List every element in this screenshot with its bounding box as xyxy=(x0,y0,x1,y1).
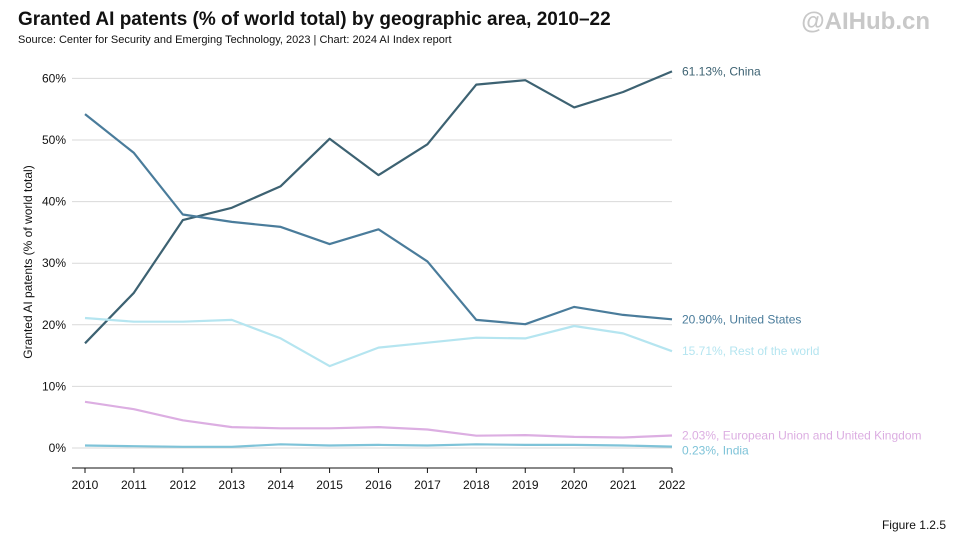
series-line-india xyxy=(84,443,673,448)
series-line-rest-of-the-world xyxy=(84,316,673,368)
x-tick-label: 2016 xyxy=(365,478,392,492)
y-axis-ticks: 0% 10% 20% 30% 40% 50% 60% xyxy=(42,71,66,455)
y-axis-label: Granted AI patents (% of world total) xyxy=(21,165,35,358)
series-line-united-states xyxy=(84,113,673,326)
x-tick-label: 2019 xyxy=(512,478,539,492)
watermark: @AIHub.cn xyxy=(801,8,930,35)
x-tick-label: 2021 xyxy=(610,478,637,492)
series-label-european-union-and-united-kingdom: 2.03%, European Union and United Kingdom xyxy=(682,428,922,442)
chart-title: Granted AI patents (% of world total) by… xyxy=(18,9,611,30)
x-tick-label: 2022 xyxy=(659,478,686,492)
x-tick-label: 2018 xyxy=(463,478,490,492)
y-tick-label: 60% xyxy=(42,71,66,85)
x-tick-label: 2017 xyxy=(414,478,441,492)
x-axis-ticks: 2010 2011 2012 2013 2014 2015 2016 2017 2018 2019… xyxy=(72,468,686,492)
y-tick-label: 50% xyxy=(42,133,66,147)
x-tick-label: 2013 xyxy=(218,478,245,492)
x-tick-label: 2010 xyxy=(72,478,99,492)
series-labels: 61.13%, China 20.90%, United States 15.71%… xyxy=(682,64,922,457)
series-label-rest-of-the-world: 15.71%, Rest of the world xyxy=(682,344,819,358)
x-tick-label: 2011 xyxy=(121,478,147,492)
chart-source: Source: Center for Security and Emerging… xyxy=(18,34,452,46)
x-tick-label: 2020 xyxy=(561,478,588,492)
series-lines xyxy=(84,70,673,448)
y-tick-label: 20% xyxy=(42,318,66,332)
series-label-united-states: 20.90%, United States xyxy=(682,312,801,326)
series-line-european-union-and-united-kingdom xyxy=(84,400,673,439)
y-tick-label: 30% xyxy=(42,256,66,270)
x-tick-label: 2012 xyxy=(169,478,196,492)
figure-label: Figure 1.2.5 xyxy=(881,518,946,532)
x-tick-label: 2015 xyxy=(316,478,343,492)
y-tick-label: 0% xyxy=(49,441,67,455)
y-tick-label: 10% xyxy=(42,379,66,393)
y-tick-label: 40% xyxy=(42,195,66,209)
gridlines xyxy=(72,77,672,469)
series-label-india: 0.23%, India xyxy=(682,444,749,458)
series-line-china xyxy=(84,70,673,345)
x-tick-label: 2014 xyxy=(267,478,294,492)
series-label-china: 61.13%, China xyxy=(682,64,761,78)
